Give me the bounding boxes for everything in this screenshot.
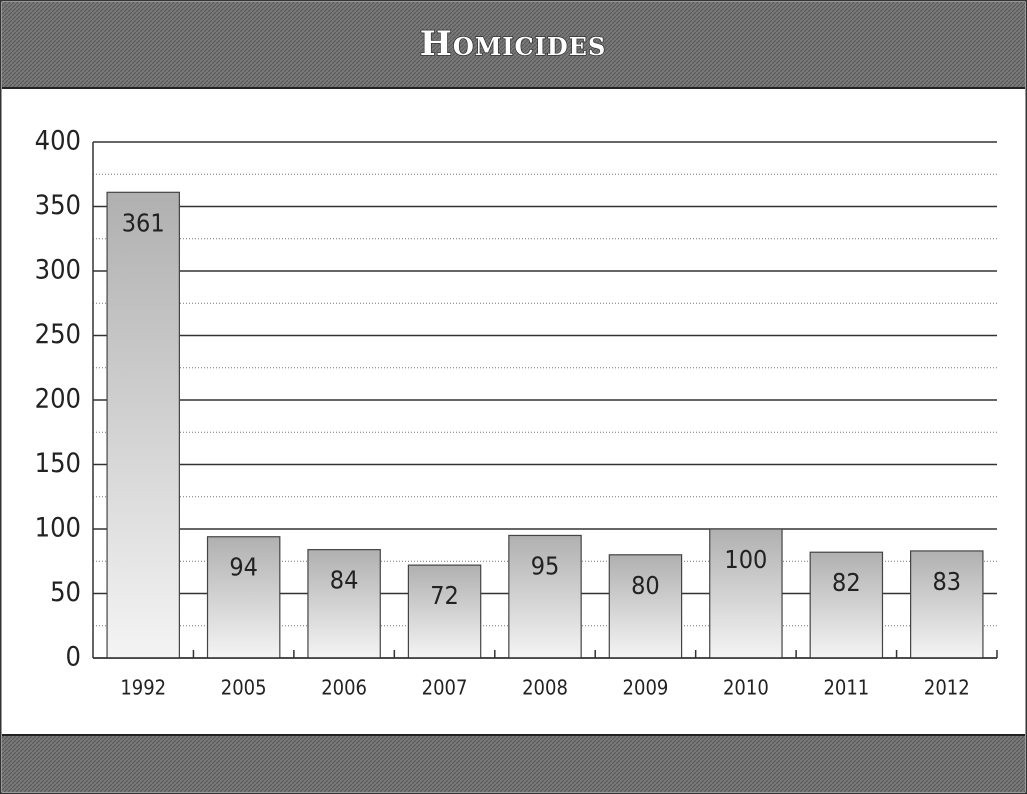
chart-title: Homicides <box>420 24 607 64</box>
y-tick-label: 150 <box>35 448 81 479</box>
value-label: 100 <box>724 545 767 574</box>
value-label: 361 <box>122 208 165 237</box>
value-label: 84 <box>330 566 359 595</box>
bar <box>407 564 482 659</box>
x-tick-label: 2010 <box>723 676 769 700</box>
value-label: 95 <box>531 551 560 580</box>
bar <box>307 549 381 659</box>
bar <box>809 551 884 659</box>
bar <box>106 191 180 659</box>
x-tick-label: 2012 <box>924 676 970 700</box>
bar <box>206 536 281 659</box>
bar <box>910 550 984 659</box>
y-tick-label: 350 <box>35 190 81 221</box>
x-tick-label: 2008 <box>522 676 568 700</box>
x-tick-label: 2009 <box>623 676 669 700</box>
value-label: 82 <box>832 568 861 597</box>
bar <box>508 534 582 659</box>
value-label: 80 <box>631 571 660 600</box>
x-tick-label: 1992 <box>120 676 166 700</box>
bar <box>608 554 683 659</box>
x-tick-label: 2005 <box>221 676 267 700</box>
header-band <box>2 2 1025 88</box>
value-label: 72 <box>430 581 459 610</box>
y-tick-label: 100 <box>35 513 81 544</box>
x-tick-label: 2006 <box>321 676 367 700</box>
value-label: 94 <box>229 553 258 582</box>
y-tick-label: 300 <box>35 255 81 286</box>
x-tick-label: 2007 <box>422 676 468 700</box>
bar <box>709 528 783 659</box>
y-tick-label: 0 <box>66 642 81 673</box>
x-tick-label: 2011 <box>823 676 869 700</box>
y-tick-label: 400 <box>35 126 81 157</box>
value-label: 83 <box>932 567 961 596</box>
footer-band <box>2 735 1025 792</box>
y-tick-label: 200 <box>35 384 81 415</box>
y-tick-label: 250 <box>35 319 81 350</box>
y-tick-label: 50 <box>50 577 81 608</box>
